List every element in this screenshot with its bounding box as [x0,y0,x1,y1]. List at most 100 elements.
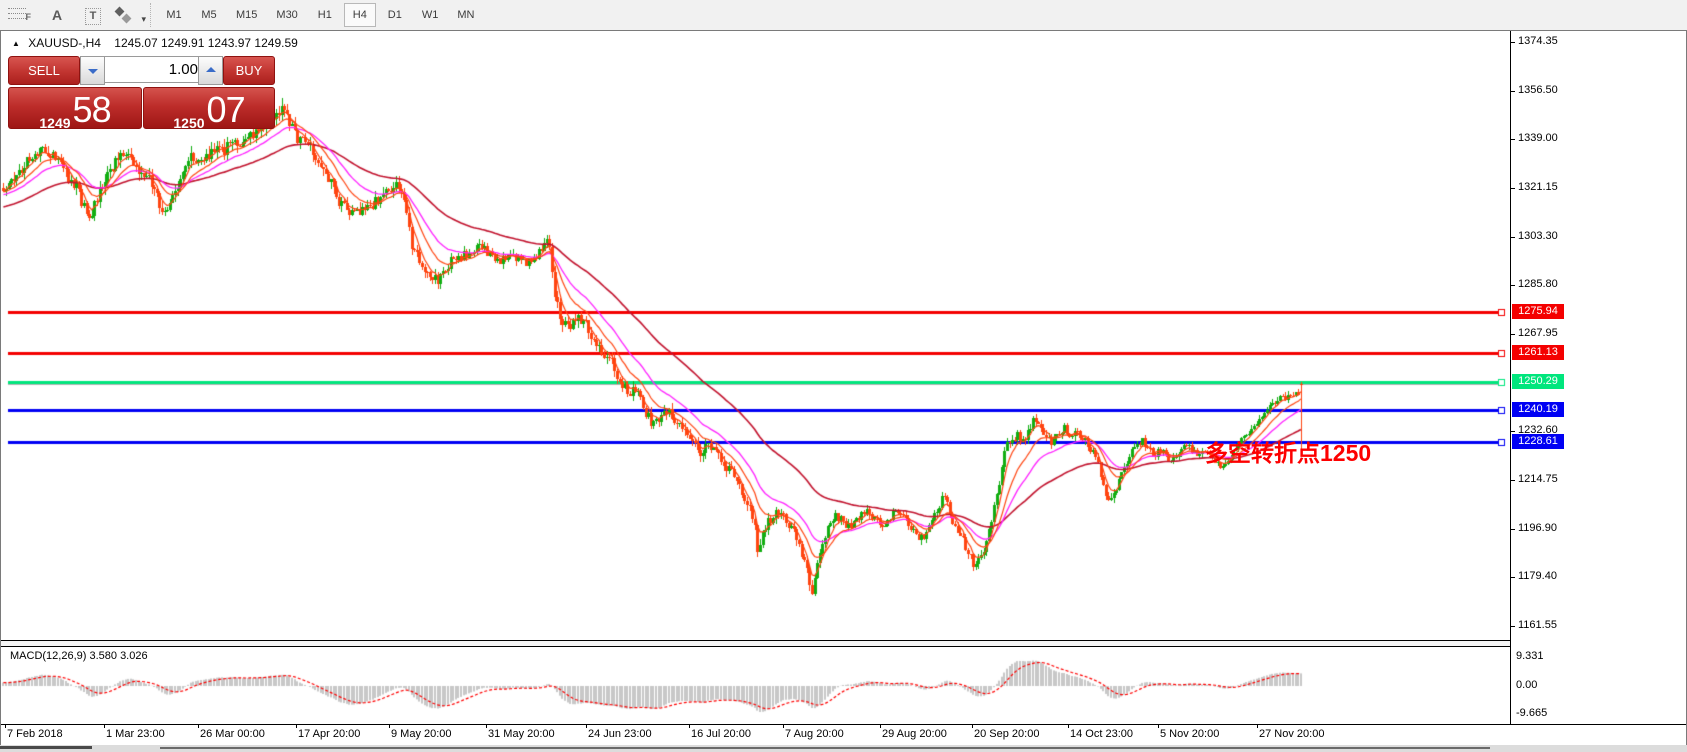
time-tick [689,724,690,728]
buy-button[interactable]: BUY [223,56,275,85]
price-tick-label: 1214.75 [1518,473,1558,485]
time-tick [104,724,105,728]
horizontal-scrollbar[interactable] [0,745,1687,752]
time-tick [1257,724,1258,728]
price-tick [1510,334,1515,335]
buy-price-big: 07 [206,89,246,130]
time-tick-label: 14 Oct 23:00 [1070,728,1133,740]
timeframe-button-m5[interactable]: M5 [201,9,217,21]
timeframe-button-d1[interactable]: D1 [387,9,402,21]
price-level-label: 1250.29 [1512,374,1564,389]
price-axis-border [1510,31,1511,724]
volume-input[interactable]: 1.00 [104,56,205,83]
chart-title: ▲ XAUUSD-,H4 1245.07 1249.91 1243.97 124… [12,36,298,50]
macd-axis-label: 9.331 [1516,650,1544,662]
time-tick [1158,724,1159,728]
text-label-tool-icon[interactable]: T [80,4,106,26]
timeframe-buttons: M1 M5 M15 M30 H1 H4 D1 W1 MN [158,3,485,27]
macd-axis-label: -9.665 [1516,707,1548,719]
sell-price-big: 58 [72,89,112,130]
chevron-down-icon: ▾ [141,14,146,24]
price-level-label: 1228.61 [1512,434,1564,449]
sell-price-small: 1249 [39,115,71,131]
annotation-text: 多空转折点1250 [1205,440,1372,466]
text-label-glyph: T [84,8,102,25]
one-click-trading-panel: SELL 1.00 BUY 124958 125007 [8,56,275,131]
pane-separator[interactable] [1,641,1510,646]
price-tick [1510,91,1515,92]
timeframe-button-mn[interactable]: MN [457,9,475,21]
price-tick-label: 1339.00 [1518,132,1558,144]
sell-button[interactable]: SELL [8,56,80,85]
price-tick [1510,285,1515,286]
macd-axis-label: 0.00 [1516,679,1538,691]
timeframe-button-w1[interactable]: W1 [421,9,439,21]
price-tick-label: 1267.95 [1518,327,1558,339]
time-tick-label: 26 Mar 00:00 [200,728,265,740]
price-level-label: 1275.94 [1512,304,1564,319]
buy-price-small: 1250 [173,115,205,131]
price-tick [1510,626,1515,627]
diamond-icon [114,6,125,17]
buy-price-box[interactable]: 125007 [143,87,275,131]
timeframe-button-m1[interactable]: M1 [166,9,182,21]
time-tick [1068,724,1069,728]
time-tick [880,724,881,728]
time-tick [389,724,390,728]
volume-decrease-button[interactable] [80,56,105,85]
time-tick-label: 20 Sep 20:00 [974,728,1040,740]
volume-increase-button[interactable] [198,56,223,85]
time-tick [5,724,6,728]
timeframe-button-h1[interactable]: H1 [317,9,332,21]
price-level-label: 1240.19 [1512,402,1564,417]
price-tick-label: 1356.50 [1518,84,1558,96]
time-tick-label: 17 Apr 20:00 [298,728,361,740]
time-tick [972,724,973,728]
time-tick-label: 7 Feb 2018 [7,728,63,740]
price-tick [1510,237,1515,238]
price-level-label: 1261.13 [1512,345,1564,360]
time-tick [198,724,199,728]
triangle-down-icon [88,69,98,74]
price-tick-label: 1196.90 [1518,522,1557,534]
macd-indicator-canvas[interactable] [1,647,1509,724]
timeframe-button-h4[interactable]: H4 [343,3,376,27]
text-tool-icon[interactable]: A [51,7,63,23]
toolbar-separator [150,3,151,27]
time-tick-label: 1 Mar 23:00 [106,728,165,740]
time-tick-label: 9 May 20:00 [391,728,452,740]
macd-label: MACD(12,26,9) 3.580 3.026 [10,650,148,662]
time-tick [296,724,297,728]
time-tick [783,724,784,728]
shapes-tool-icon[interactable]: ▾ [112,4,146,26]
time-tick [586,724,587,728]
price-tick [1510,529,1515,530]
timeframe-button-m15[interactable]: M15 [236,9,258,21]
fibonacci-tool-icon[interactable]: F [5,4,31,26]
sell-price-box[interactable]: 124958 [8,87,142,131]
time-tick-label: 7 Aug 20:00 [785,728,844,740]
timeframe-button-m30[interactable]: M30 [276,9,298,21]
time-tick-label: 31 May 20:00 [488,728,555,740]
time-tick-label: 24 Jun 23:00 [588,728,652,740]
price-tick-label: 1374.35 [1518,35,1558,47]
time-tick-label: 27 Nov 20:00 [1259,728,1325,740]
price-chart-canvas[interactable] [1,31,1509,640]
price-tick [1510,139,1515,140]
scrollbar-segment[interactable] [160,747,1490,749]
symbol-marker-icon: ▲ [12,39,20,48]
time-tick-label: 29 Aug 20:00 [882,728,947,740]
price-tick-label: 1285.80 [1518,278,1558,290]
time-axis-border [1,724,1686,725]
scrollbar-segment[interactable] [0,746,92,749]
triangle-up-icon [206,67,216,72]
price-tick-label: 1303.30 [1518,230,1558,242]
time-tick [486,724,487,728]
price-tick [1510,42,1515,43]
ohlc-values: 1245.07 1249.91 1243.97 1249.59 [114,36,298,50]
price-tick [1510,480,1515,481]
symbol-name: XAUUSD-,H4 [28,36,101,50]
time-tick-label: 16 Jul 20:00 [691,728,751,740]
price-tick [1510,577,1515,578]
